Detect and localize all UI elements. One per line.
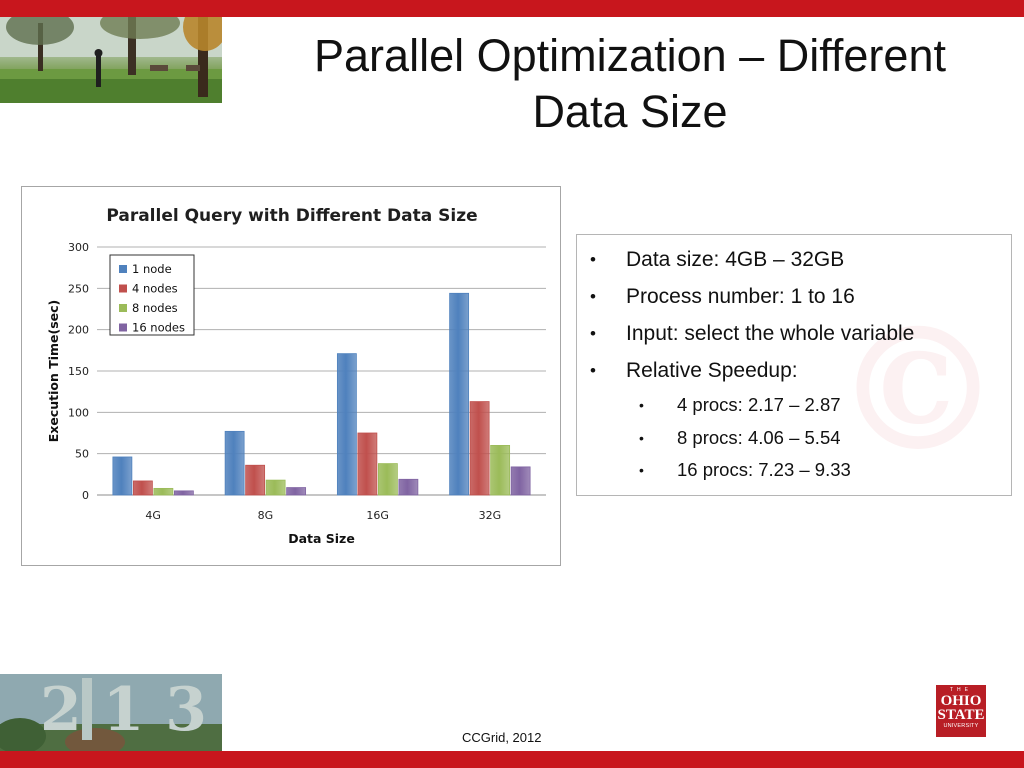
y-tick-label: 100 — [68, 406, 89, 419]
bar — [377, 463, 398, 496]
bar — [490, 444, 511, 496]
bullet-item-process-number: Process number: 1 to 16 — [577, 278, 1011, 315]
bar-chart-panel: Parallel Query with Different Data Size 0… — [21, 186, 561, 566]
x-tick-label: 8G — [258, 509, 274, 522]
legend-label: 4 nodes — [132, 282, 178, 296]
x-tick-label: 4G — [145, 509, 161, 522]
bullet-box: © Data size: 4GB – 32GB Process number: … — [576, 234, 1012, 496]
sub-bullet-4-procs: 4 procs: 2.17 – 2.87 — [577, 389, 1011, 422]
bar — [112, 456, 133, 496]
bullet-item-input: Input: select the whole variable — [577, 315, 1011, 352]
bar — [469, 401, 490, 496]
photo-bottom-glyphs: 2 1 3 5 7 — [40, 675, 222, 745]
bottom-accent-bar — [0, 751, 1024, 768]
bar — [224, 430, 245, 496]
numbers-sculpture-photo: 2 1 3 5 7 — [0, 674, 222, 751]
y-tick-label: 50 — [75, 448, 89, 461]
logo-university: UNIVERSITY — [943, 723, 979, 729]
bar — [510, 466, 531, 496]
bar — [173, 490, 194, 496]
chart-title: Parallel Query with Different Data Size — [106, 206, 477, 226]
bar — [357, 432, 378, 496]
ohio-state-logo: THE OHIO STATE UNIVERSITY — [936, 685, 986, 737]
bullet-item-relative-speedup: Relative Speedup: — [577, 352, 1011, 389]
legend-label: 16 nodes — [132, 321, 185, 335]
bar — [132, 480, 153, 496]
bar — [245, 464, 266, 496]
legend-swatch — [119, 323, 127, 332]
bar — [398, 478, 419, 496]
bar-chart: Parallel Query with Different Data Size 0… — [46, 206, 546, 546]
y-axis-title: Execution Time(sec) — [46, 300, 61, 443]
x-tick-label: 32G — [479, 509, 502, 522]
slide-title-line-1: Parallel Optimization – Different — [314, 30, 946, 81]
bar — [153, 487, 174, 496]
bullet-item-data-size: Data size: 4GB – 32GB — [577, 241, 1011, 278]
legend-swatch — [119, 265, 127, 273]
y-tick-label: 150 — [68, 365, 89, 378]
logo-the: THE — [950, 687, 972, 693]
bar — [286, 487, 307, 496]
top-accent-bar — [0, 0, 1024, 17]
slide-title-line-2: Data Size — [532, 86, 728, 137]
y-tick-label: 200 — [68, 324, 89, 337]
logo-ohio: OHIO — [940, 693, 982, 709]
legend-swatch — [119, 304, 127, 312]
slide-title: Parallel Optimization – Different Data S… — [240, 28, 1020, 140]
y-tick-label: 250 — [68, 282, 89, 295]
x-axis-title: Data Size — [288, 531, 355, 546]
park-photo — [0, 17, 222, 103]
legend-label: 8 nodes — [132, 301, 178, 315]
bar — [449, 292, 470, 496]
x-tick-label: 16G — [366, 509, 389, 522]
legend-label: 1 node — [132, 262, 172, 276]
logo-state: STATE — [937, 707, 985, 723]
legend-swatch — [119, 284, 127, 293]
y-tick-label: 0 — [82, 489, 89, 502]
y-tick-label: 300 — [68, 241, 89, 254]
footer-text: CCGrid, 2012 — [462, 730, 542, 745]
sub-bullet-16-procs: 16 procs: 7.23 – 9.33 — [577, 454, 1011, 487]
bar — [265, 479, 286, 496]
bullet-list: Data size: 4GB – 32GB Process number: 1 … — [577, 241, 1011, 487]
sub-bullet-8-procs: 8 procs: 4.06 – 5.54 — [577, 422, 1011, 455]
bar — [336, 353, 357, 496]
